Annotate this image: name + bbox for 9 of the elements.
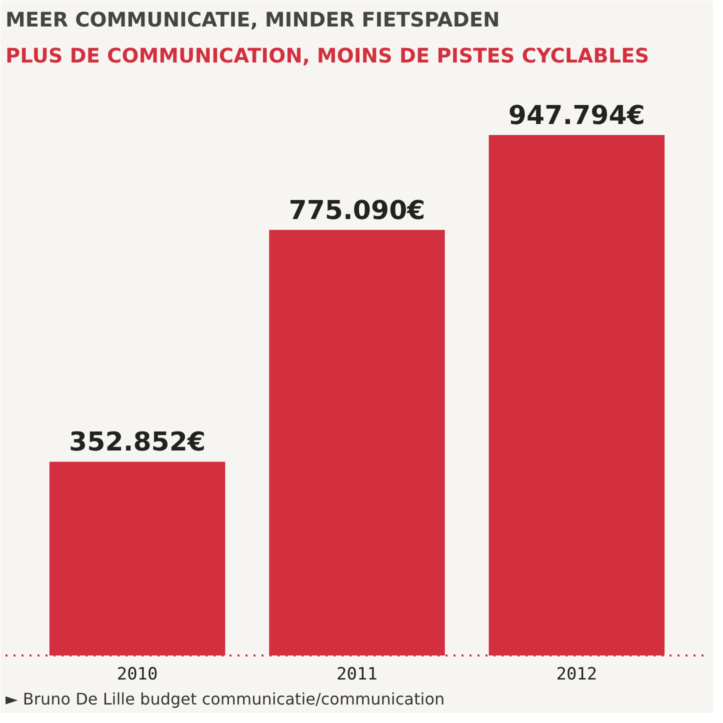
data-label: 775.090€ [288,196,426,226]
chart-title: MEER COMMUNICATIE, MINDER FIETSPADEN [6,8,500,32]
x-tick-label: 2012 [556,664,598,684]
x-tick-label: 2010 [116,664,158,684]
text: ► Bruno De Lille budget communicatie/communication [6,690,445,708]
data-label: 352.852€ [69,428,206,458]
x-tick-label: 2011 [336,664,378,684]
chart-subtitle: PLUS DE COMMUNICATION, MOINS DE PISTES CYCLABLES [6,44,650,68]
data-label: 947.794€ [508,100,645,131]
